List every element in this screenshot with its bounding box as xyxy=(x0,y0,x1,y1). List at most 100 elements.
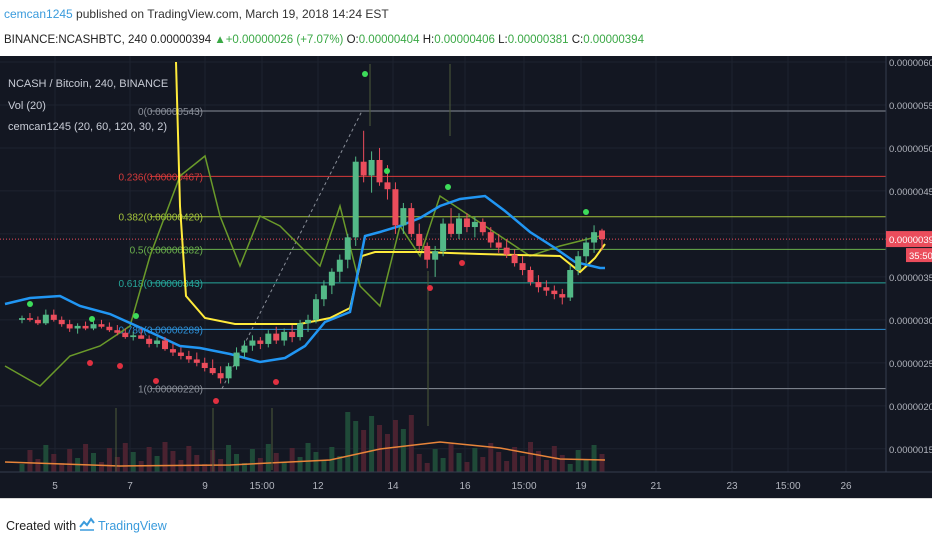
candle-body xyxy=(50,314,57,320)
candle-body xyxy=(511,254,518,264)
volume-bar xyxy=(488,443,494,472)
candle-body xyxy=(249,340,256,346)
candle-body xyxy=(495,242,502,248)
time-tick-label: 23 xyxy=(726,481,738,492)
volume-bar xyxy=(416,454,422,472)
fib-level-label: 1(0.00000220) xyxy=(138,385,203,396)
published-text: published on TradingView.com, March 19, … xyxy=(72,7,389,21)
volume-bar xyxy=(313,452,319,472)
volume-bar xyxy=(472,448,478,472)
time-tick-label: 9 xyxy=(202,481,208,492)
price-chart[interactable]: 0(0.00000543) 0.236(0.00000467) 0.382(0.00… xyxy=(0,56,932,498)
candle-body xyxy=(336,259,343,272)
volume-bar xyxy=(440,458,446,472)
fib-level-label: 0.382(0.00000420) xyxy=(118,213,203,224)
volume-bar xyxy=(130,452,136,472)
volume-bar xyxy=(186,446,192,472)
candle-body xyxy=(543,287,550,291)
last-price-tag-label: 0.00000394 xyxy=(889,235,932,246)
volume-bar xyxy=(305,443,311,472)
sell-signal-marker xyxy=(87,360,93,366)
candle-body xyxy=(559,294,566,298)
time-tick-label: 15:00 xyxy=(249,481,274,492)
candle-body xyxy=(169,349,176,353)
candle-body xyxy=(241,345,248,353)
blue-indicator-line xyxy=(4,194,605,364)
candle-body xyxy=(384,182,391,190)
candle-body xyxy=(440,223,447,252)
fib-level-label: 0(0.00000543) xyxy=(138,107,203,118)
candle-body xyxy=(360,161,367,176)
volume-bar xyxy=(43,445,49,472)
volume-bar xyxy=(27,450,33,472)
buy-signal-marker xyxy=(583,209,589,215)
time-tick-label: 7 xyxy=(127,481,133,492)
volume-bar xyxy=(98,462,104,472)
publish-info: cemcan1245 published on TradingView.com,… xyxy=(4,7,389,21)
volume-bar xyxy=(226,445,232,472)
volume-bar xyxy=(448,444,454,472)
chart-panel[interactable]: 0(0.00000543) 0.236(0.00000467) 0.382(0.00… xyxy=(0,56,932,498)
volume-bar xyxy=(551,446,557,472)
candle-body xyxy=(98,324,105,327)
candle-body xyxy=(273,333,280,341)
buy-signal-marker xyxy=(133,313,139,319)
candle-body xyxy=(209,368,216,374)
tradingview-brand[interactable]: TradingView xyxy=(98,519,167,533)
candle-body xyxy=(448,223,455,234)
volume-bar xyxy=(400,429,406,472)
time-tick-label: 19 xyxy=(575,481,587,492)
volume-bar xyxy=(91,453,97,472)
volume-bar xyxy=(19,464,25,472)
candle-body xyxy=(408,208,415,234)
candle-body xyxy=(58,319,65,325)
fib-level-label: 0.786(0.00000289) xyxy=(118,325,203,336)
volume-bar xyxy=(432,449,438,472)
last-price: 0.00000394 xyxy=(150,34,212,46)
volume-bar xyxy=(241,463,247,472)
candle-body xyxy=(297,323,304,338)
volume-bar xyxy=(67,449,73,472)
volume-bar xyxy=(162,442,168,472)
price-axis-area xyxy=(886,56,932,498)
volume-bar xyxy=(456,453,462,472)
volume-bar xyxy=(424,463,430,472)
candle-body xyxy=(114,330,121,333)
time-tick-label: 5 xyxy=(52,481,58,492)
close-label: C: xyxy=(571,34,584,46)
volume-bar xyxy=(83,444,89,472)
volume-bar xyxy=(527,442,533,472)
candle-body xyxy=(130,335,137,338)
fib-level-label: 0.618(0.00000343) xyxy=(118,279,203,290)
volume-bar xyxy=(114,457,120,472)
open-value: 0.00000404 xyxy=(358,34,420,46)
candle-body xyxy=(312,299,319,320)
candle-body xyxy=(519,263,526,271)
legend-pair: NCASH / Bitcoin, 240, BINANCE xyxy=(8,78,169,90)
symbol-ohlc-line: BINANCE:NCASHBTC, 240 0.00000394 ▲+0.000… xyxy=(4,34,644,46)
time-tick-label: 16 xyxy=(459,481,471,492)
time-tick-label: 12 xyxy=(312,481,324,492)
volume-bar xyxy=(170,451,176,472)
candle-body xyxy=(305,319,312,324)
volume-bar xyxy=(194,455,200,472)
candle-body xyxy=(26,318,33,320)
candle-body xyxy=(392,189,399,226)
candle-body xyxy=(19,318,25,320)
candle-body xyxy=(535,282,542,288)
volume-bar xyxy=(559,455,565,472)
candle-body xyxy=(400,208,407,226)
legend-volume: Vol (20) xyxy=(8,100,46,112)
author-link[interactable]: cemcan1245 xyxy=(4,7,73,21)
candle-body xyxy=(432,251,439,260)
buy-signal-marker xyxy=(384,168,390,174)
volume-bar xyxy=(512,447,518,472)
candle-body xyxy=(591,232,598,243)
buy-signal-marker xyxy=(27,301,33,307)
buy-signal-marker xyxy=(362,71,368,77)
last-price-tag xyxy=(886,231,932,248)
